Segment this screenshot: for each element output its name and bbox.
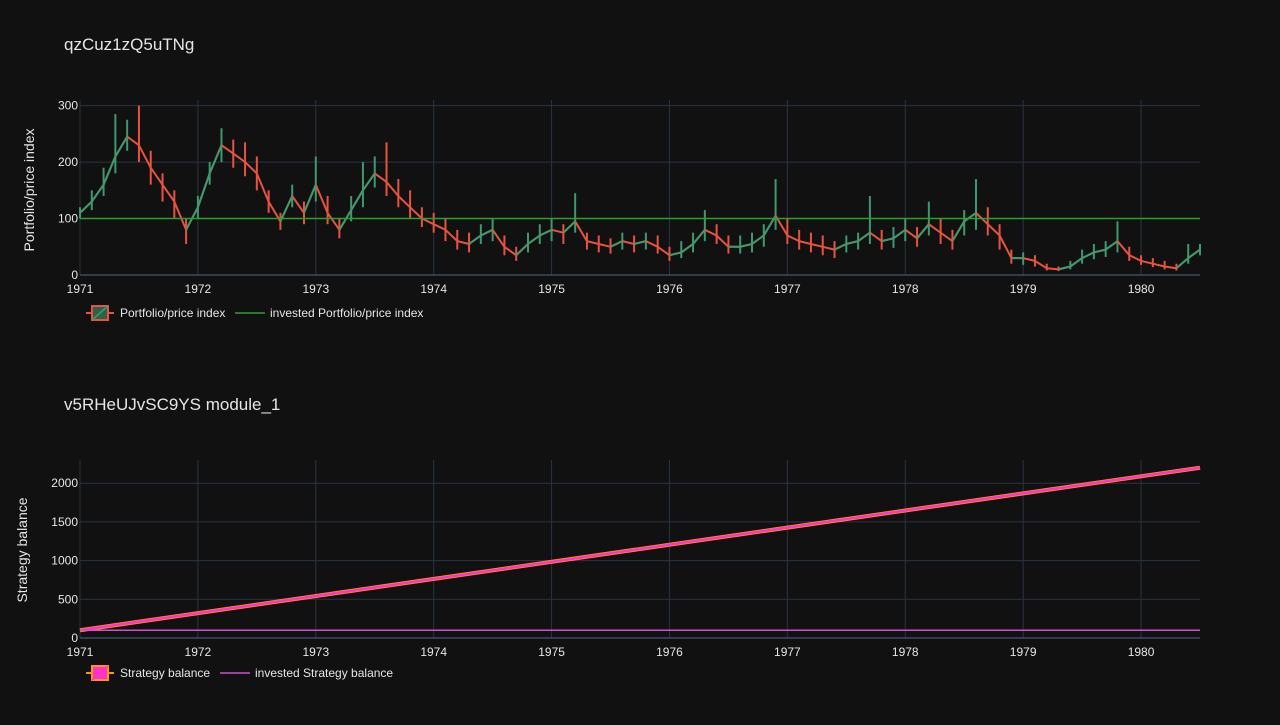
- strategy-x-tick-label: 1971: [67, 645, 94, 659]
- ohlc-up-segment: [916, 223, 930, 239]
- portfolio-x-tick-label: 1979: [1010, 282, 1037, 296]
- ohlc-up-segment: [1069, 257, 1083, 268]
- ohlc-up-segment: [338, 209, 353, 231]
- strategy-y-tick-label: 1000: [51, 554, 78, 568]
- ohlc-up-segment: [1081, 251, 1095, 259]
- legend-item-portfolio[interactable]: Portfolio/price index: [86, 305, 225, 321]
- legend-item-invested-portfolio[interactable]: invested Portfolio/price index: [235, 306, 423, 320]
- portfolio-y-tick-label: 200: [58, 155, 78, 169]
- portfolio-x-tick-label: 1971: [67, 282, 94, 296]
- strategy-x-tick-label: 1976: [656, 645, 683, 659]
- strategy-x-tick-label: 1973: [302, 645, 329, 659]
- portfolio-x-tick-label: 1974: [420, 282, 447, 296]
- ohlc-up-segment: [610, 240, 623, 248]
- portfolio-x-tick-label: 1977: [774, 282, 801, 296]
- ohlc-up-segment: [279, 195, 294, 222]
- strategy-x-tick-label: 1980: [1128, 645, 1155, 659]
- strategy-x-tick-label: 1972: [185, 645, 212, 659]
- ohlc-up-segment: [834, 243, 847, 251]
- portfolio-x-tick-label: 1980: [1128, 282, 1155, 296]
- ohlc-up-segment: [951, 220, 966, 242]
- strategy-x-tick-label: 1978: [892, 645, 919, 659]
- ohlc-up-segment: [892, 229, 906, 240]
- strategy-x-ticks: 1971 1972 1973 1974 1975 1976 1977 1978 1979 1980: [67, 645, 1155, 659]
- ohlc-up-segment: [857, 231, 871, 242]
- strategy-x-tick-label: 1979: [1010, 645, 1037, 659]
- strategy-chart-panel: v5RHeUJvSC9YS module_1 1971 1972 1973 1974 1…: [14, 395, 1201, 681]
- strategy-y-tick-label: 1500: [51, 515, 78, 529]
- ohlc-up-segment: [480, 228, 494, 237]
- portfolio-x-tick-label: 1972: [185, 282, 212, 296]
- ohlc-up-segment: [303, 184, 317, 214]
- portfolio-x-ticks: 1971 1972 1973 1974 1975 1976 1977 1978 1979 1980: [67, 282, 1155, 296]
- portfolio-y-axis-label: Portfolio/price index: [21, 129, 37, 252]
- portfolio-y-ticks: 0 100 200 300: [58, 99, 78, 282]
- ohlc-up-segment: [539, 228, 553, 237]
- portfolio-marks: [79, 105, 1201, 272]
- ohlc-up-segment: [1105, 240, 1119, 251]
- portfolio-x-tick-label: 1978: [892, 282, 919, 296]
- ohlc-up-segment: [79, 200, 93, 214]
- legend-label-invested-strategy: invested Strategy balance: [255, 666, 393, 680]
- ohlc-up-segment: [562, 220, 576, 234]
- ohlc-up-segment: [196, 173, 211, 208]
- ohlc-up-segment: [114, 136, 129, 157]
- strategy-y-tick-label: 0: [71, 631, 78, 645]
- ohlc-up-segment: [527, 234, 541, 245]
- ohlc-up-segment: [669, 251, 682, 257]
- strategy-y-ticks: 0 500 1000 1500 2000: [51, 476, 78, 645]
- portfolio-x-tick-label: 1973: [302, 282, 329, 296]
- ohlc-up-segment: [692, 229, 706, 245]
- ohlc-up-segment: [881, 237, 894, 243]
- strategy-y-tick-label: 500: [58, 592, 78, 606]
- portfolio-x-tick-label: 1975: [538, 282, 565, 296]
- ohlc-up-segment: [362, 172, 376, 191]
- ohlc-up-segment: [468, 234, 482, 245]
- ohlc-up-segment: [102, 156, 117, 186]
- ohlc-up-segment: [963, 212, 977, 223]
- legend-item-invested-strategy[interactable]: invested Strategy balance: [220, 666, 393, 680]
- portfolio-y-tick-label: 0: [71, 268, 78, 282]
- strategy-legend: Strategy balance invested Strategy balan…: [86, 665, 393, 681]
- ohlc-up-segment: [846, 240, 859, 245]
- strategy-x-tick-label: 1975: [538, 645, 565, 659]
- ohlc-up-segment: [208, 144, 223, 174]
- strategy-balance-series: [79, 466, 1201, 632]
- legend-label-portfolio: Portfolio/price index: [120, 306, 225, 320]
- ohlc-up-segment: [350, 189, 364, 211]
- portfolio-y-tick-label: 300: [58, 99, 78, 113]
- legend-item-strategy[interactable]: Strategy balance: [86, 665, 210, 681]
- portfolio-x-tick-label: 1976: [656, 282, 683, 296]
- strategy-marks: [79, 465, 1201, 633]
- strategy-y-tick-label: 2000: [51, 476, 78, 490]
- strategy-x-tick-label: 1974: [420, 645, 447, 659]
- strategy-x-tick-label: 1977: [774, 645, 801, 659]
- ohlc-up-segment: [1093, 248, 1106, 254]
- strategy-y-axis-label: Strategy balance: [14, 497, 30, 602]
- strategy-chart-title: v5RHeUJvSC9YS module_1: [64, 395, 280, 414]
- ohlc-up-segment: [515, 243, 529, 256]
- ohlc-up-segment: [751, 234, 765, 245]
- ohlc-up-segment: [1187, 248, 1201, 259]
- portfolio-chart-panel: qzCuz1zQ5uTNg 1971 1972 1973 1974 1975 1976 19…: [21, 35, 1201, 321]
- ohlc-up-segment: [633, 240, 647, 245]
- ohlc-up-segment: [680, 243, 694, 254]
- ohlc-up-segment: [739, 242, 753, 248]
- ohlc-up-segment: [90, 184, 105, 203]
- portfolio-legend: Portfolio/price index invested Portfolio…: [86, 305, 423, 321]
- legend-label-strategy: Strategy balance: [120, 666, 210, 680]
- strategy-grid: [79, 460, 1200, 639]
- portfolio-chart-title: qzCuz1zQ5uTNg: [64, 35, 194, 54]
- portfolio-y-tick-label: 100: [58, 212, 78, 226]
- legend-label-invested-portfolio: invested Portfolio/price index: [270, 306, 423, 320]
- ohlc-up-segment: [1058, 265, 1071, 271]
- ohlc-up-segment: [1175, 257, 1189, 269]
